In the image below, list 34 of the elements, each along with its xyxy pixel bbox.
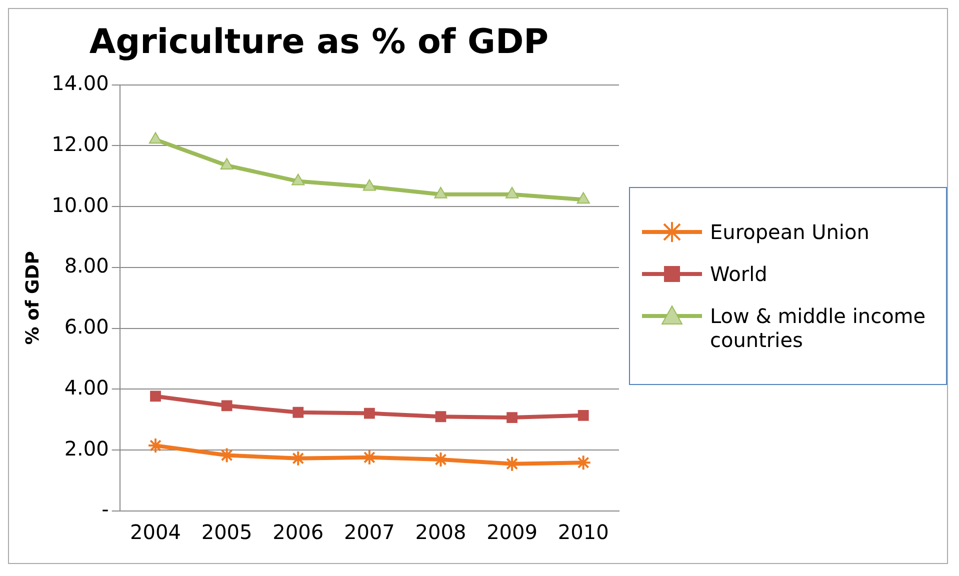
- point: [578, 410, 589, 421]
- point: [220, 158, 234, 170]
- point: [506, 412, 518, 423]
- y-tick-label: 14.00: [52, 71, 109, 96]
- x-tick-label: 2010: [558, 520, 609, 544]
- point: [148, 132, 162, 144]
- y-tick-label: 12.00: [52, 132, 109, 156]
- x-tick-label: 2005: [201, 520, 252, 544]
- point: [505, 186, 519, 198]
- y-tick-label: 2.00: [64, 436, 109, 460]
- point: [434, 186, 448, 198]
- y-tick-label: -: [102, 497, 109, 522]
- legend-label: European Union: [710, 220, 870, 244]
- x-tick-label: 2008: [415, 520, 466, 544]
- point: [576, 192, 590, 204]
- y-tick-label: 10.00: [52, 192, 109, 217]
- point: [150, 390, 161, 402]
- y-tick-label: 4.00: [64, 375, 109, 400]
- y-tick-label: 6.00: [64, 314, 109, 339]
- x-tick-label: 2007: [344, 520, 395, 544]
- point: [362, 179, 376, 191]
- point: [292, 406, 304, 418]
- point: [292, 174, 305, 186]
- y-tick-label: 8.00: [64, 254, 109, 278]
- point: [364, 408, 375, 419]
- legend-label: Low & middle income countries: [710, 304, 927, 352]
- point: [435, 411, 446, 422]
- legend-label: World: [710, 262, 768, 286]
- x-tick-label: 2004: [130, 520, 181, 544]
- x-tick-label: 2006: [272, 520, 324, 544]
- y-axis-title: % of GDP: [22, 251, 44, 345]
- point: [221, 400, 232, 412]
- x-tick-label: 2009: [486, 520, 538, 544]
- chart-title: Agriculture as % of GDP: [89, 22, 549, 62]
